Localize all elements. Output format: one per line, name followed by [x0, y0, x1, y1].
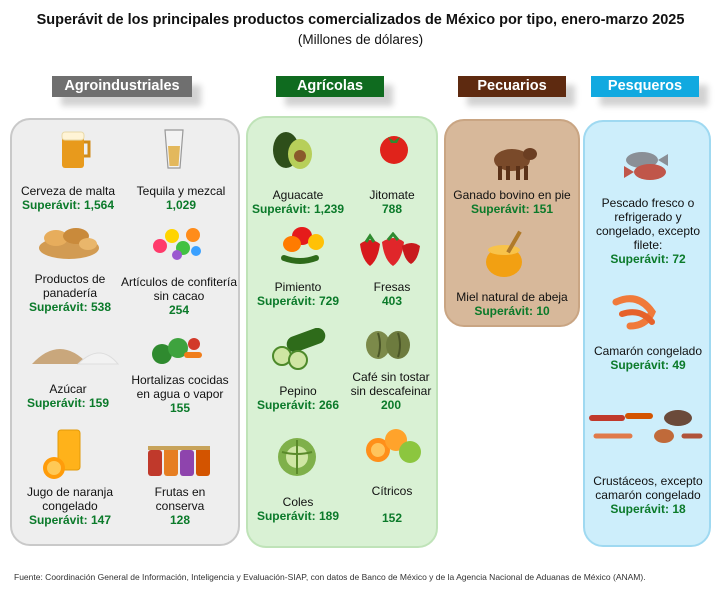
candy-icon — [153, 228, 201, 260]
item-cerveza-de-malta: Cerveza de malta Superávit: 1,564 — [20, 184, 116, 212]
shot-glass-icon — [164, 129, 184, 169]
avocado-icon — [273, 132, 312, 169]
beer-glass-icon — [61, 131, 91, 168]
sugar-pile-icon — [32, 349, 120, 365]
header-agroindustriales: Agroindustriales — [52, 76, 192, 97]
page-title: Superávit de los principales productos c… — [36, 12, 685, 28]
item-articulos-de-confiteria: Artículos de confitería sin cacao 254 — [120, 275, 238, 317]
item-coles: Coles Superávit: 189 — [256, 495, 340, 523]
item-aguacate: Aguacate Superávit: 1,239 — [251, 188, 345, 216]
header-pecuarios: Pecuarios — [458, 76, 566, 97]
item-jugo-de-naranja: Jugo de naranja congelado Superávit: 147 — [26, 485, 114, 527]
item-hortalizas-cocidas: Hortalizas cocidas en agua o vapor 155 — [131, 373, 229, 415]
item-fresas: Fresas 403 — [373, 280, 411, 308]
item-pepino: Pepino Superávit: 266 — [256, 384, 340, 412]
item-pimiento: Pimiento Superávit: 729 — [256, 280, 340, 308]
cow-icon — [494, 148, 537, 180]
orange-juice-icon — [43, 429, 81, 479]
cabbage-icon — [278, 438, 316, 476]
crustaceans-icon — [589, 410, 703, 443]
page-subtitle: (Millones de dólares) — [297, 32, 424, 47]
header-pesqueros: Pesqueros — [591, 76, 699, 97]
vegetables-icon — [152, 338, 202, 364]
tomato-icon — [380, 136, 408, 164]
item-tequila-y-mezcal: Tequila y mezcal 1,029 — [136, 184, 226, 212]
shrimp-icon — [612, 295, 656, 330]
panel-pesqueros — [583, 120, 711, 547]
jars-icon — [148, 446, 210, 476]
fish-icon — [624, 152, 668, 180]
cucumber-icon — [272, 328, 326, 370]
peppers-icon — [281, 227, 324, 264]
item-ganado-bovino: Ganado bovino en pie Superávit: 151 — [453, 188, 571, 216]
item-cafe-sin-tostar: Café sin tostar sin descafeinar 200 — [350, 370, 432, 412]
header-agricolas: Agrícolas — [276, 76, 384, 97]
item-pescado-fresco: Pescado fresco o refrigerado y congelado… — [595, 196, 701, 266]
coffee-beans-icon — [366, 331, 410, 359]
item-citricos: Cítricos 152 — [371, 484, 413, 525]
strawberries-icon — [360, 232, 420, 266]
item-jitomate: Jitomate 788 — [369, 188, 415, 216]
item-productos-de-panaderia: Productos de panadería Superávit: 538 — [28, 272, 112, 314]
panel-agricolas — [246, 116, 438, 548]
bread-basket-icon — [39, 228, 99, 259]
honey-icon — [486, 230, 522, 277]
citrus-icon — [366, 429, 421, 463]
item-camaron-congelado: Camarón congelado Superávit: 49 — [593, 344, 703, 372]
item-crustaceos: Crustáceos, excepto camarón congelado Su… — [593, 474, 703, 516]
item-frutas-en-conserva: Frutas en conserva 128 — [154, 485, 206, 527]
source-note: Fuente: Coordinación General de Informac… — [14, 572, 646, 582]
item-azucar: Azúcar Superávit: 159 — [26, 382, 110, 410]
item-miel-natural: Miel natural de abeja Superávit: 10 — [456, 290, 568, 318]
